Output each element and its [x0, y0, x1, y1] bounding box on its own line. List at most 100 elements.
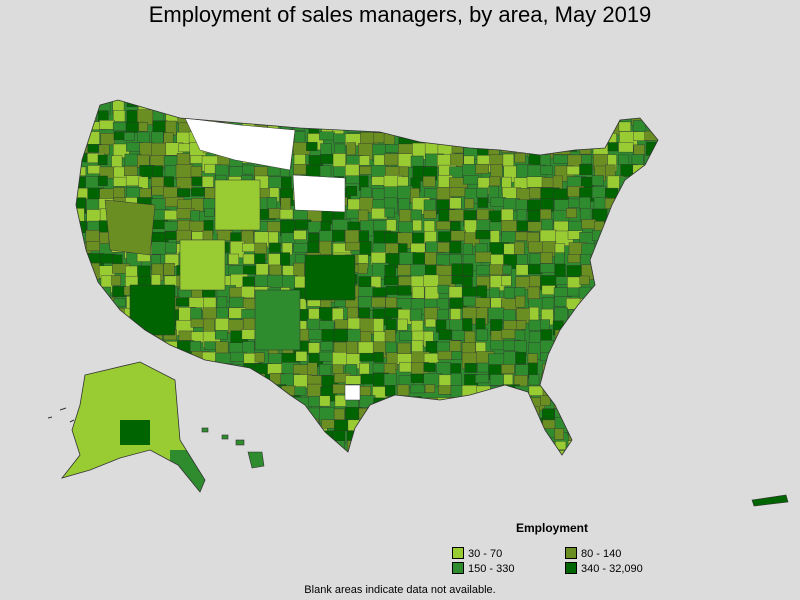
map-area [230, 406, 241, 418]
map-area [123, 132, 135, 141]
map-area [279, 450, 297, 455]
map-area [359, 362, 370, 376]
map-area [633, 363, 644, 382]
map-area [201, 176, 214, 188]
map-area [397, 153, 413, 168]
map-area [566, 109, 586, 126]
map-area [203, 406, 222, 422]
map-area [644, 219, 657, 237]
map-area [372, 440, 388, 455]
map-area [307, 100, 317, 110]
map-area [476, 430, 492, 445]
map-area [540, 452, 553, 455]
map-area [515, 295, 526, 308]
map-area [399, 120, 419, 132]
map-area [555, 131, 572, 144]
map-area [320, 153, 334, 164]
map-area [607, 352, 623, 367]
map-area [528, 109, 542, 119]
map-area [423, 109, 442, 119]
map-area [437, 284, 450, 294]
map-area [516, 320, 527, 330]
map-area [308, 428, 328, 444]
map-area [514, 439, 528, 455]
map-area [280, 110, 296, 120]
map-area [164, 363, 183, 375]
map-area [215, 440, 226, 455]
map-area [269, 110, 283, 123]
map-area [541, 441, 556, 453]
map-area [334, 143, 346, 154]
map-area [295, 351, 308, 362]
map-area [528, 319, 542, 331]
map-area [152, 100, 169, 111]
map-area [644, 428, 658, 446]
map-area [503, 430, 515, 446]
map-area [515, 406, 532, 423]
map-area [333, 341, 349, 353]
map-area [423, 427, 440, 438]
map-area [644, 100, 658, 113]
map-area [594, 110, 608, 127]
map-area [645, 374, 657, 387]
map-area [555, 109, 573, 122]
map-area [657, 396, 658, 413]
map-area [633, 341, 645, 351]
map-area [643, 307, 658, 317]
map-area [645, 342, 658, 358]
map-area [449, 254, 462, 266]
map-area [397, 429, 407, 441]
legend-item-150-330: 150 - 330 [452, 562, 514, 575]
map-area [385, 417, 396, 435]
map-area [399, 408, 418, 422]
map-area [165, 110, 179, 122]
map-area [529, 306, 540, 323]
map-area [657, 264, 658, 275]
map-area [86, 309, 101, 324]
map-area [176, 351, 194, 365]
map-area [514, 394, 530, 405]
map-area [501, 122, 514, 137]
map-area [359, 155, 370, 166]
map-area [373, 100, 383, 112]
map-area [619, 221, 634, 236]
map-area [86, 320, 105, 331]
map-area [76, 298, 82, 308]
map-area [592, 450, 606, 455]
map-area [476, 440, 494, 450]
map-area [266, 408, 278, 424]
map-area [591, 175, 604, 186]
map-area [633, 440, 649, 455]
map-area [568, 198, 581, 208]
map-area [644, 130, 658, 141]
map-area [216, 100, 228, 109]
map-area [229, 100, 249, 111]
map-area [176, 384, 194, 394]
map-area [358, 307, 371, 319]
map-area [593, 263, 608, 273]
map-area [528, 100, 548, 114]
map-area [373, 406, 385, 419]
map-area [267, 396, 278, 406]
map-area [438, 329, 452, 340]
map-area [176, 372, 189, 388]
map-area [644, 330, 655, 341]
map-area [618, 121, 632, 132]
map-area [462, 175, 480, 185]
map-area [347, 328, 361, 343]
map-area [178, 330, 193, 341]
map-area [294, 131, 306, 145]
map-area [477, 130, 491, 146]
map-area [593, 374, 604, 390]
map-area [488, 132, 505, 144]
map-area [464, 198, 475, 209]
legend-label: 340 - 32,090 [581, 563, 643, 575]
map-area [76, 352, 89, 364]
map-area [464, 363, 477, 373]
map-area [436, 109, 448, 121]
map-area [346, 341, 359, 355]
map-area [201, 351, 218, 363]
map-area [515, 416, 528, 433]
map-area [269, 430, 283, 441]
map-area [656, 175, 658, 188]
